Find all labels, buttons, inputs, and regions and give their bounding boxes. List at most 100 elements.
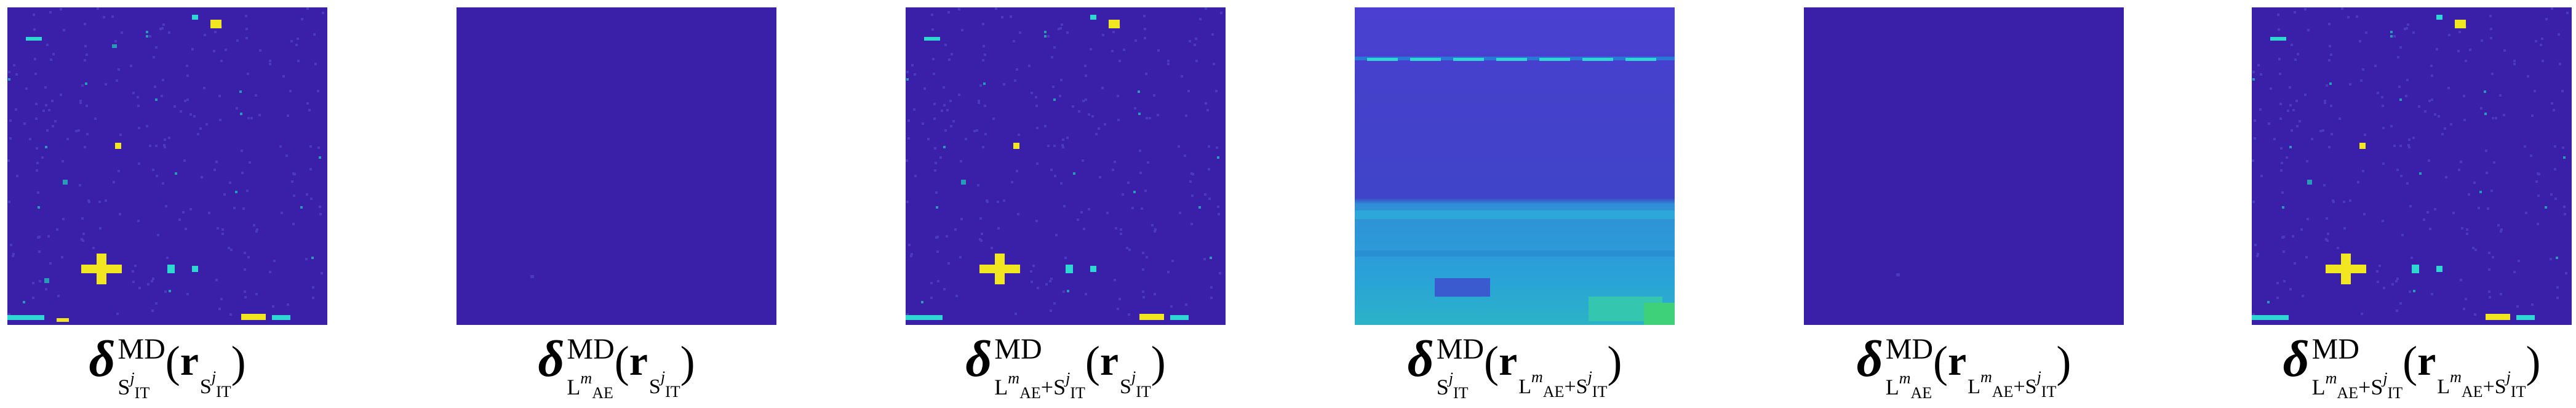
noise-speck: [285, 154, 288, 157]
noise-speck: [1217, 206, 1219, 208]
noise-speck: [79, 102, 82, 104]
noise-speck: [1117, 308, 1119, 310]
noise-speck: [1084, 65, 1087, 67]
noise-speck: [1037, 287, 1039, 289]
noise-speck: [301, 18, 303, 20]
noise-speck: [2474, 249, 2477, 251]
noise-speck: [1052, 86, 1055, 88]
noise-speck: [259, 49, 261, 52]
noise-speck: [2328, 146, 2331, 148]
noise-speck: [2289, 288, 2292, 290]
noise-speck: [45, 146, 47, 148]
noise-speck: [2562, 146, 2564, 149]
hotspot: [210, 20, 221, 28]
noise-speck: [2356, 15, 2358, 18]
noise-speck: [1036, 162, 1039, 165]
noise-speck: [947, 262, 950, 265]
noise-speck: [309, 168, 312, 170]
noise-speck: [29, 138, 31, 140]
noise-speck: [2406, 27, 2408, 30]
noise-speck: [82, 233, 85, 235]
noise-speck: [255, 293, 258, 295]
noise-speck: [939, 156, 942, 159]
noise-speck: [203, 87, 205, 89]
noise-speck: [52, 125, 54, 127]
noise-speck: [943, 288, 946, 290]
noise-speck: [2460, 279, 2462, 281]
noise-speck: [1149, 117, 1151, 119]
noise-speck: [2541, 38, 2543, 40]
noise-speck: [62, 218, 65, 220]
noise-speck: [1147, 161, 1149, 164]
noise-speck: [312, 297, 314, 299]
noise-speck: [2537, 194, 2540, 197]
noise-speck: [2401, 234, 2404, 236]
noise-speck: [2382, 162, 2385, 165]
noise-speck: [51, 100, 54, 102]
noise-speck: [1072, 105, 1074, 108]
noise-speck: [113, 181, 115, 183]
noise-speck: [1031, 281, 1033, 283]
noise-speck: [94, 118, 97, 120]
noise-speck: [2492, 256, 2494, 258]
noise-speck: [213, 169, 216, 171]
noise-speck: [244, 252, 246, 254]
noise-speck: [1206, 109, 1209, 111]
noise-speck: [239, 90, 242, 93]
noise-speck: [1167, 63, 1170, 65]
noise-speck: [1083, 228, 1085, 230]
noise-speck: [245, 28, 248, 30]
noise-speck: [321, 272, 323, 274]
noise-speck: [36, 169, 38, 172]
noise-speck: [46, 129, 49, 132]
noise-speck: [2281, 191, 2284, 194]
noise-speck: [279, 145, 282, 148]
noise-speck: [218, 95, 221, 97]
noise-speck: [2376, 270, 2379, 273]
noise-speck: [979, 217, 982, 220]
noise-speck: [2349, 83, 2351, 86]
hotspot: [44, 278, 49, 283]
md-superscript: MD: [1436, 333, 1485, 366]
noise-speck: [155, 46, 158, 49]
hotspot: [1090, 266, 1096, 272]
noise-speck: [295, 44, 298, 46]
noise-speck: [949, 100, 952, 102]
delta-subscript: LmAE+SjIT: [2311, 369, 2403, 402]
map-background: [457, 7, 776, 325]
noise-speck: [39, 280, 41, 282]
noise-speck: [997, 227, 1000, 230]
noise-speck: [2363, 213, 2366, 215]
noise-speck: [1119, 60, 1121, 62]
noise-speck: [2564, 213, 2566, 215]
noise-speck: [1016, 68, 1018, 71]
noise-speck: [2412, 137, 2415, 139]
noise-speck: [186, 293, 189, 295]
noise-speck: [2360, 79, 2363, 82]
noise-speck: [2469, 49, 2471, 51]
noise-speck: [992, 118, 995, 120]
noise-speck: [947, 11, 950, 14]
panel-4: δ MD SjIT ( r LmAE+SjIT ): [1355, 0, 1675, 408]
noise-speck: [245, 15, 247, 17]
noise-speck: [180, 110, 182, 113]
noise-speck: [1082, 100, 1085, 102]
noise-speck: [2554, 198, 2557, 200]
noise-speck: [1142, 296, 1145, 298]
noise-speck: [977, 184, 979, 186]
noise-speck: [16, 175, 18, 177]
noise-speck: [1220, 12, 1222, 14]
noise-speck: [2286, 156, 2288, 159]
noise-speck: [2559, 63, 2561, 65]
noise-speck: [1144, 37, 1146, 39]
noise-speck: [2565, 272, 2567, 274]
noise-speck: [1066, 137, 1069, 139]
noise-speck: [151, 310, 154, 312]
noise-speck: [1053, 46, 1056, 49]
noise-speck: [921, 301, 923, 303]
noise-speck: [161, 95, 163, 97]
noise-speck: [2391, 283, 2394, 286]
noise-speck: [906, 78, 909, 81]
noise-speck: [2291, 44, 2293, 46]
hotspot: [1013, 143, 1019, 149]
